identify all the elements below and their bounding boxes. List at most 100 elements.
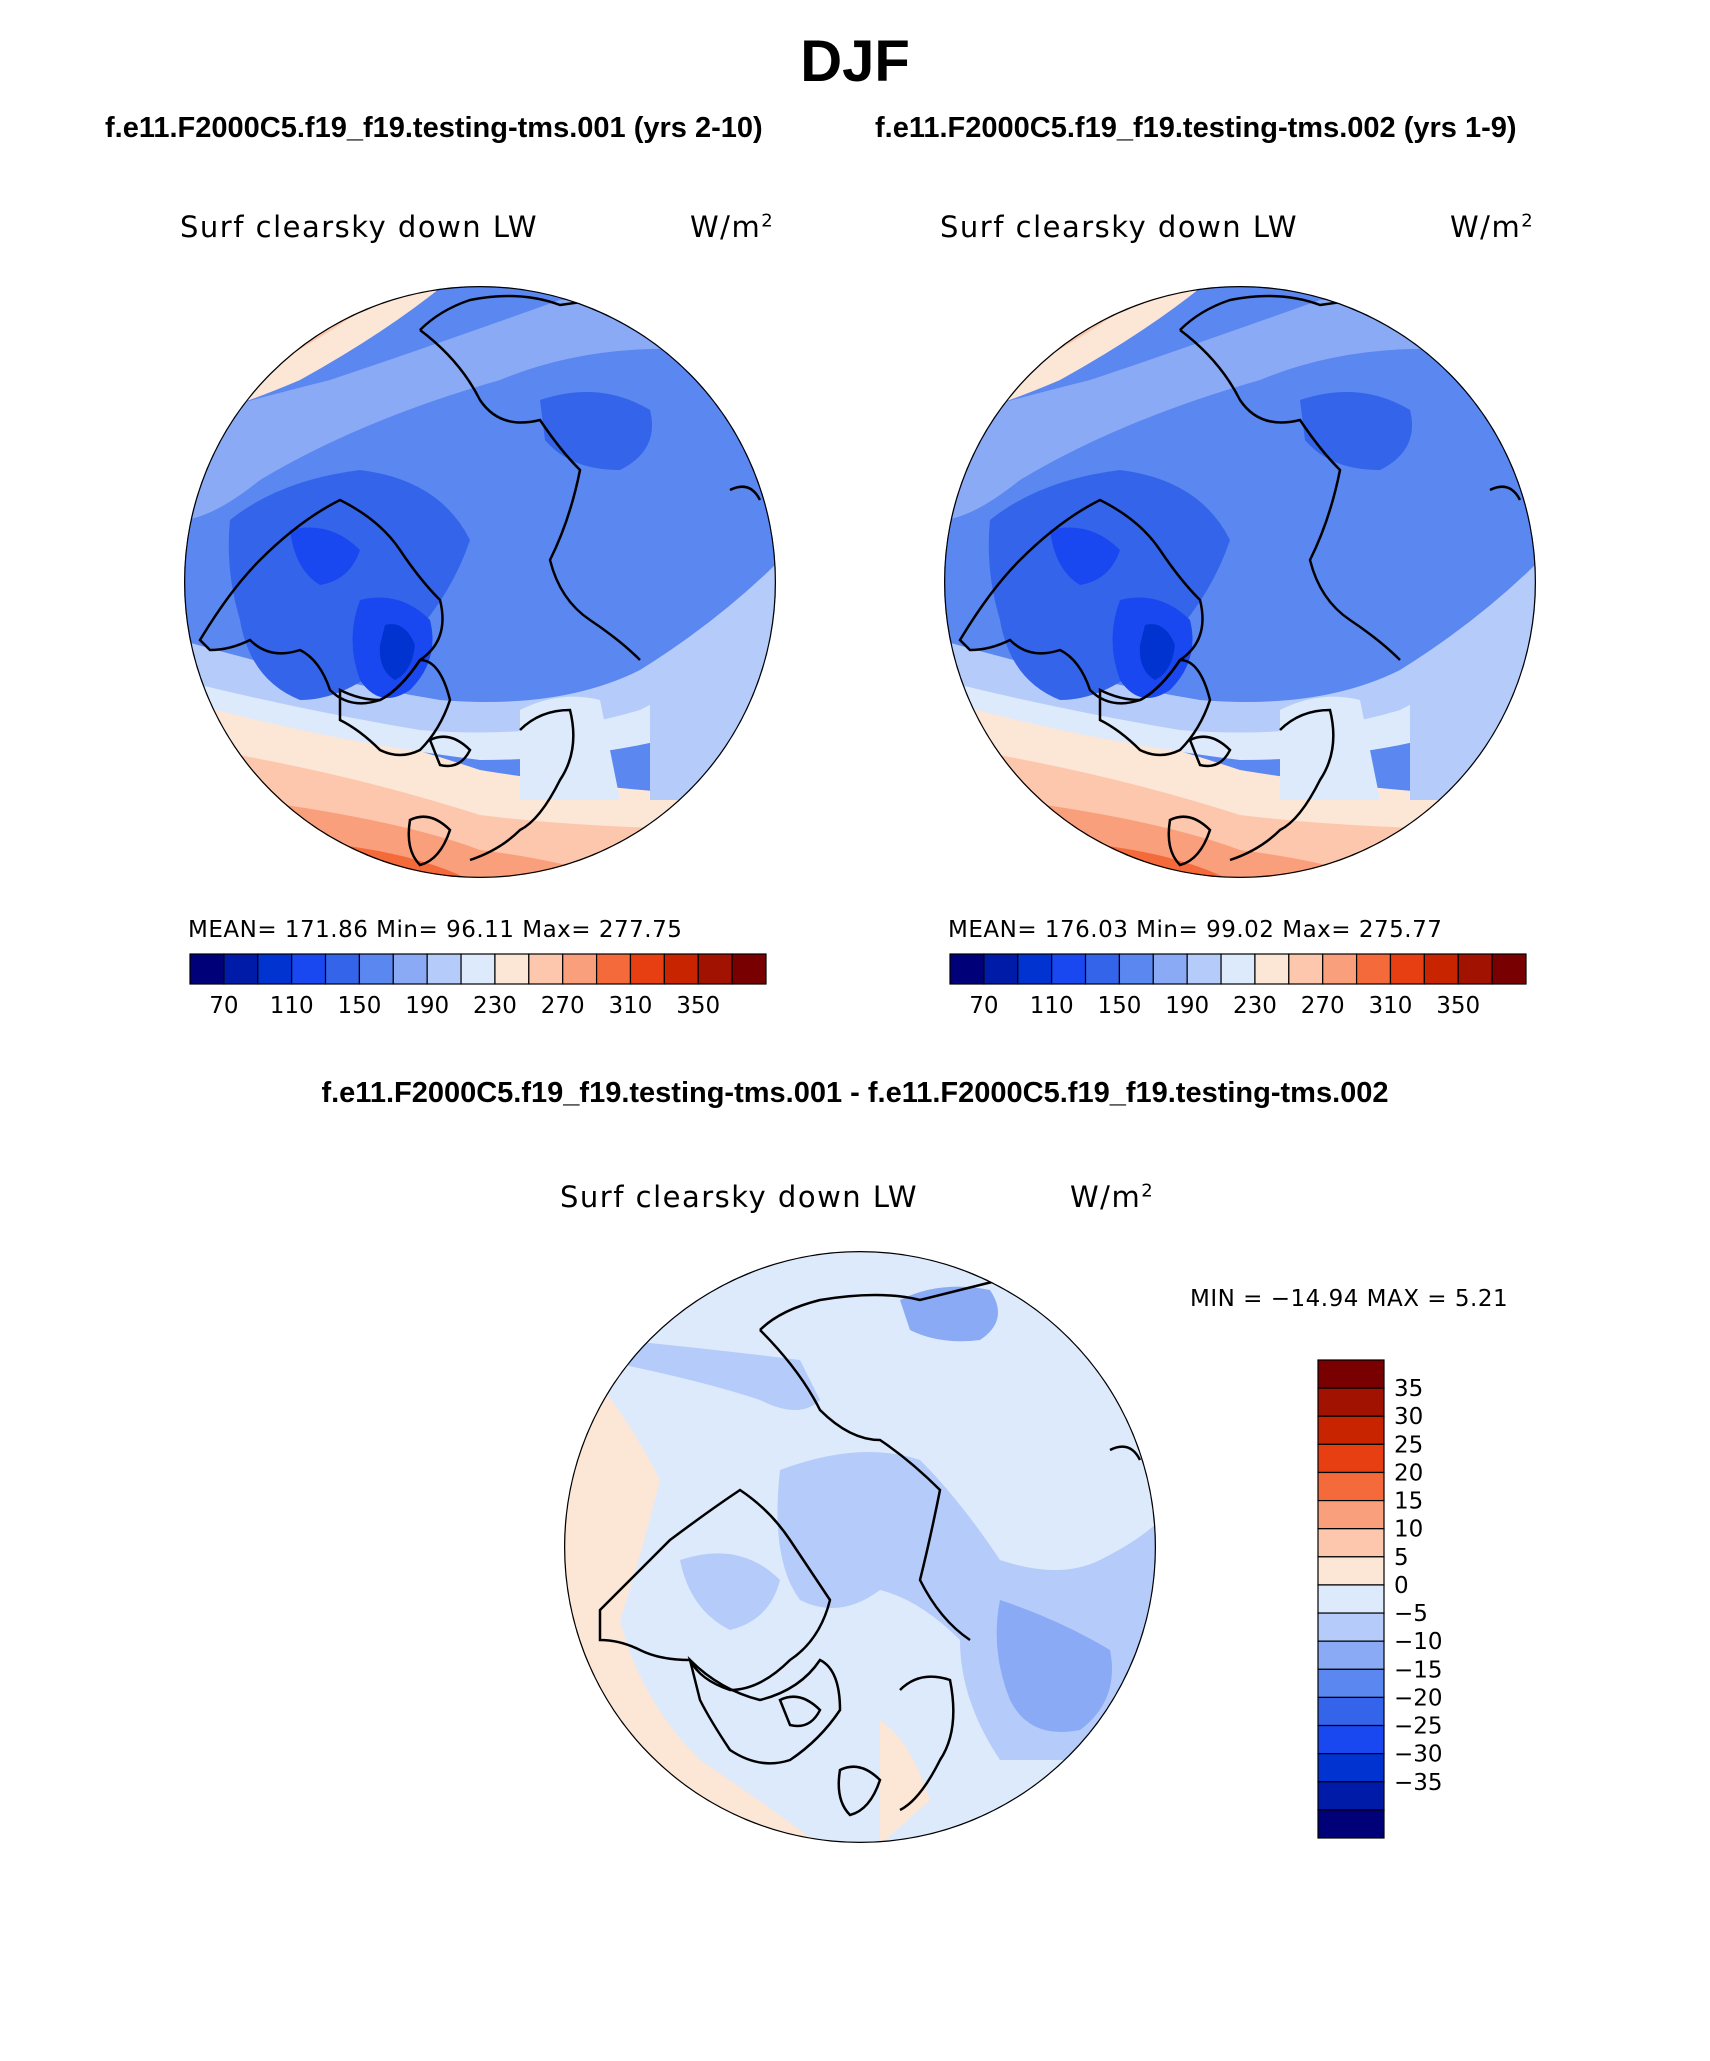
colorbar-panel2-swatch [1220, 953, 1256, 985]
colorbar-panel1-swatch [595, 953, 632, 985]
colorbar-panel2-swatch [1152, 953, 1188, 985]
colorbar-diff-tick-label: −20 [1394, 1685, 1443, 1711]
colorbar-diff-tick-label: 35 [1394, 1376, 1423, 1402]
panel3-units: W/m2 [1070, 1180, 1155, 1214]
colorbar-panel2-swatch [1355, 953, 1392, 985]
colorbar-panel1-swatch [392, 953, 428, 985]
colorbar-panel1-tick-label: 350 [676, 993, 720, 1019]
colorbar-panel1-tick-label: 110 [270, 993, 314, 1019]
colorbar-panel1-tick-label: 150 [337, 993, 381, 1019]
colorbar-panel2-swatch [1491, 953, 1527, 985]
colorbar-diff-tick-label: 0 [1394, 1573, 1409, 1599]
colorbar-diff-swatch [1317, 1387, 1385, 1417]
colorbar-panel2-swatch [1051, 953, 1087, 985]
colorbar-diff-tick-label: 5 [1394, 1545, 1409, 1571]
colorbar-panel2-swatch [1254, 953, 1290, 985]
colorbar-diff-tick-label: −25 [1394, 1714, 1443, 1740]
colorbar-diff-swatch [1317, 1612, 1385, 1642]
colorbar-panel1-swatch [494, 953, 530, 985]
colorbar-panel1-tick-label: 230 [473, 993, 517, 1019]
colorbar-panel2-swatch [1017, 953, 1053, 985]
colorbar-panel2-tick-label: 270 [1301, 993, 1345, 1019]
colorbar-diff-swatch [1317, 1640, 1385, 1670]
colorbar-diff-swatch [1317, 1724, 1385, 1755]
colorbar-diff-tick-label: 25 [1394, 1432, 1423, 1458]
colorbar-diff-tick-label: −35 [1394, 1770, 1443, 1796]
figure-title: DJF [800, 29, 910, 94]
colorbar-panel2-tick-label: 110 [1030, 993, 1074, 1019]
panel3-variable: Surf clearsky down LW [560, 1180, 919, 1214]
colorbar-panel1-tick-label: 70 [209, 993, 238, 1019]
case2-title: f.e11.F2000C5.f19_f19.testing-tms.002 (y… [875, 112, 1517, 144]
colorbar-diff-swatch [1317, 1753, 1385, 1783]
case1-title: f.e11.F2000C5.f19_f19.testing-tms.001 (y… [105, 112, 763, 144]
colorbar-diff-swatch [1317, 1809, 1385, 1839]
colorbar-panel2-swatch [949, 953, 985, 985]
panel2-map [944, 286, 1536, 878]
colorbar-diff-swatch [1317, 1359, 1385, 1389]
colorbar-panel1-swatch [629, 953, 665, 985]
colorbar-panel2-tick-label: 190 [1165, 993, 1209, 1019]
panel2-stats: MEAN= 176.03 Min= 99.02 Max= 275.77 [948, 917, 1443, 943]
colorbar-diff-tick-label: 15 [1394, 1489, 1423, 1515]
panel1-stats: MEAN= 171.86 Min= 96.11 Max= 277.75 [188, 917, 683, 943]
panel1-units: W/m2 [690, 210, 775, 244]
panel2-variable: Surf clearsky down LW [940, 210, 1299, 244]
colorbar-diff-tick-label: 20 [1394, 1460, 1423, 1486]
colorbar-panel1-tick-label: 190 [405, 993, 449, 1019]
panel1-map [184, 286, 776, 878]
colorbar-diff-tick-label: 30 [1394, 1404, 1423, 1430]
colorbar-panel1-swatch [460, 953, 496, 985]
panel3-stats: MIN = −14.94 MAX = 5.21 [1190, 1286, 1509, 1312]
colorbar-panel2-swatch [1118, 953, 1154, 985]
colorbar-panel1-swatch [223, 953, 259, 985]
colorbar-panel1-swatch [528, 953, 564, 985]
colorbar-diff-tick-label: 10 [1394, 1517, 1423, 1543]
colorbar-panel2-tick-label: 70 [969, 993, 998, 1019]
colorbar-diff-tick-label: −10 [1394, 1629, 1443, 1655]
colorbar-diff-swatch [1317, 1668, 1385, 1699]
panel1-variable: Surf clearsky down LW [180, 210, 539, 244]
colorbar-panel1-swatch [291, 953, 327, 985]
colorbar-diff-swatch [1317, 1556, 1385, 1586]
colorbar-panel1-swatch [426, 953, 462, 985]
colorbar-diff-tick-label: −15 [1394, 1657, 1443, 1683]
colorbar-panel2-tick-label: 310 [1369, 993, 1413, 1019]
colorbar-diff-swatch [1317, 1696, 1385, 1727]
panel2-units: W/m2 [1450, 210, 1535, 244]
colorbar-panel1: 70 110 150 190 230 270 310 350 [189, 953, 767, 1019]
colorbar-panel1-swatch [257, 953, 293, 985]
colorbar-diff-swatch [1317, 1415, 1385, 1445]
diff-title: f.e11.F2000C5.f19_f19.testing-tms.001 - … [321, 1077, 1389, 1109]
colorbar-panel2-swatch [1457, 953, 1493, 985]
panel3-map [564, 1251, 1156, 1843]
colorbar-diff-tick-label: −30 [1394, 1742, 1443, 1768]
colorbar-panel2-swatch [1288, 953, 1324, 985]
colorbar-diff-swatch [1317, 1781, 1385, 1811]
colorbar-panel1-swatch [324, 953, 361, 985]
colorbar-panel1-swatch [358, 953, 394, 985]
colorbar-panel2-swatch [1389, 953, 1425, 985]
colorbar-panel2-swatch [1186, 953, 1222, 985]
colorbar-diff-swatch [1317, 1499, 1385, 1530]
colorbar-panel2-swatch [1084, 953, 1121, 985]
colorbar-panel2-tick-label: 150 [1097, 993, 1141, 1019]
colorbar-panel1-swatch [697, 953, 733, 985]
colorbar-panel2-swatch [1322, 953, 1358, 985]
colorbar-diff-tick-label: −5 [1394, 1601, 1428, 1627]
colorbar-panel2-tick-label: 230 [1233, 993, 1277, 1019]
colorbar-panel2-swatch [983, 953, 1019, 985]
colorbar-panel1-swatch [731, 953, 767, 985]
colorbar-diff-swatch [1317, 1528, 1385, 1558]
colorbar-panel1-swatch [189, 953, 225, 985]
colorbar-panel1-tick-label: 310 [609, 993, 653, 1019]
colorbar-panel1-swatch [562, 953, 598, 985]
colorbar-panel2-tick-label: 350 [1436, 993, 1480, 1019]
colorbar-panel1-swatch [663, 953, 699, 985]
colorbar-diff-swatch [1317, 1443, 1385, 1474]
colorbar-panel2: 70 110 150 190 230 270 310 350 [949, 953, 1527, 1019]
colorbar-diff-swatch [1317, 1471, 1385, 1502]
colorbar-panel2-swatch [1423, 953, 1459, 985]
